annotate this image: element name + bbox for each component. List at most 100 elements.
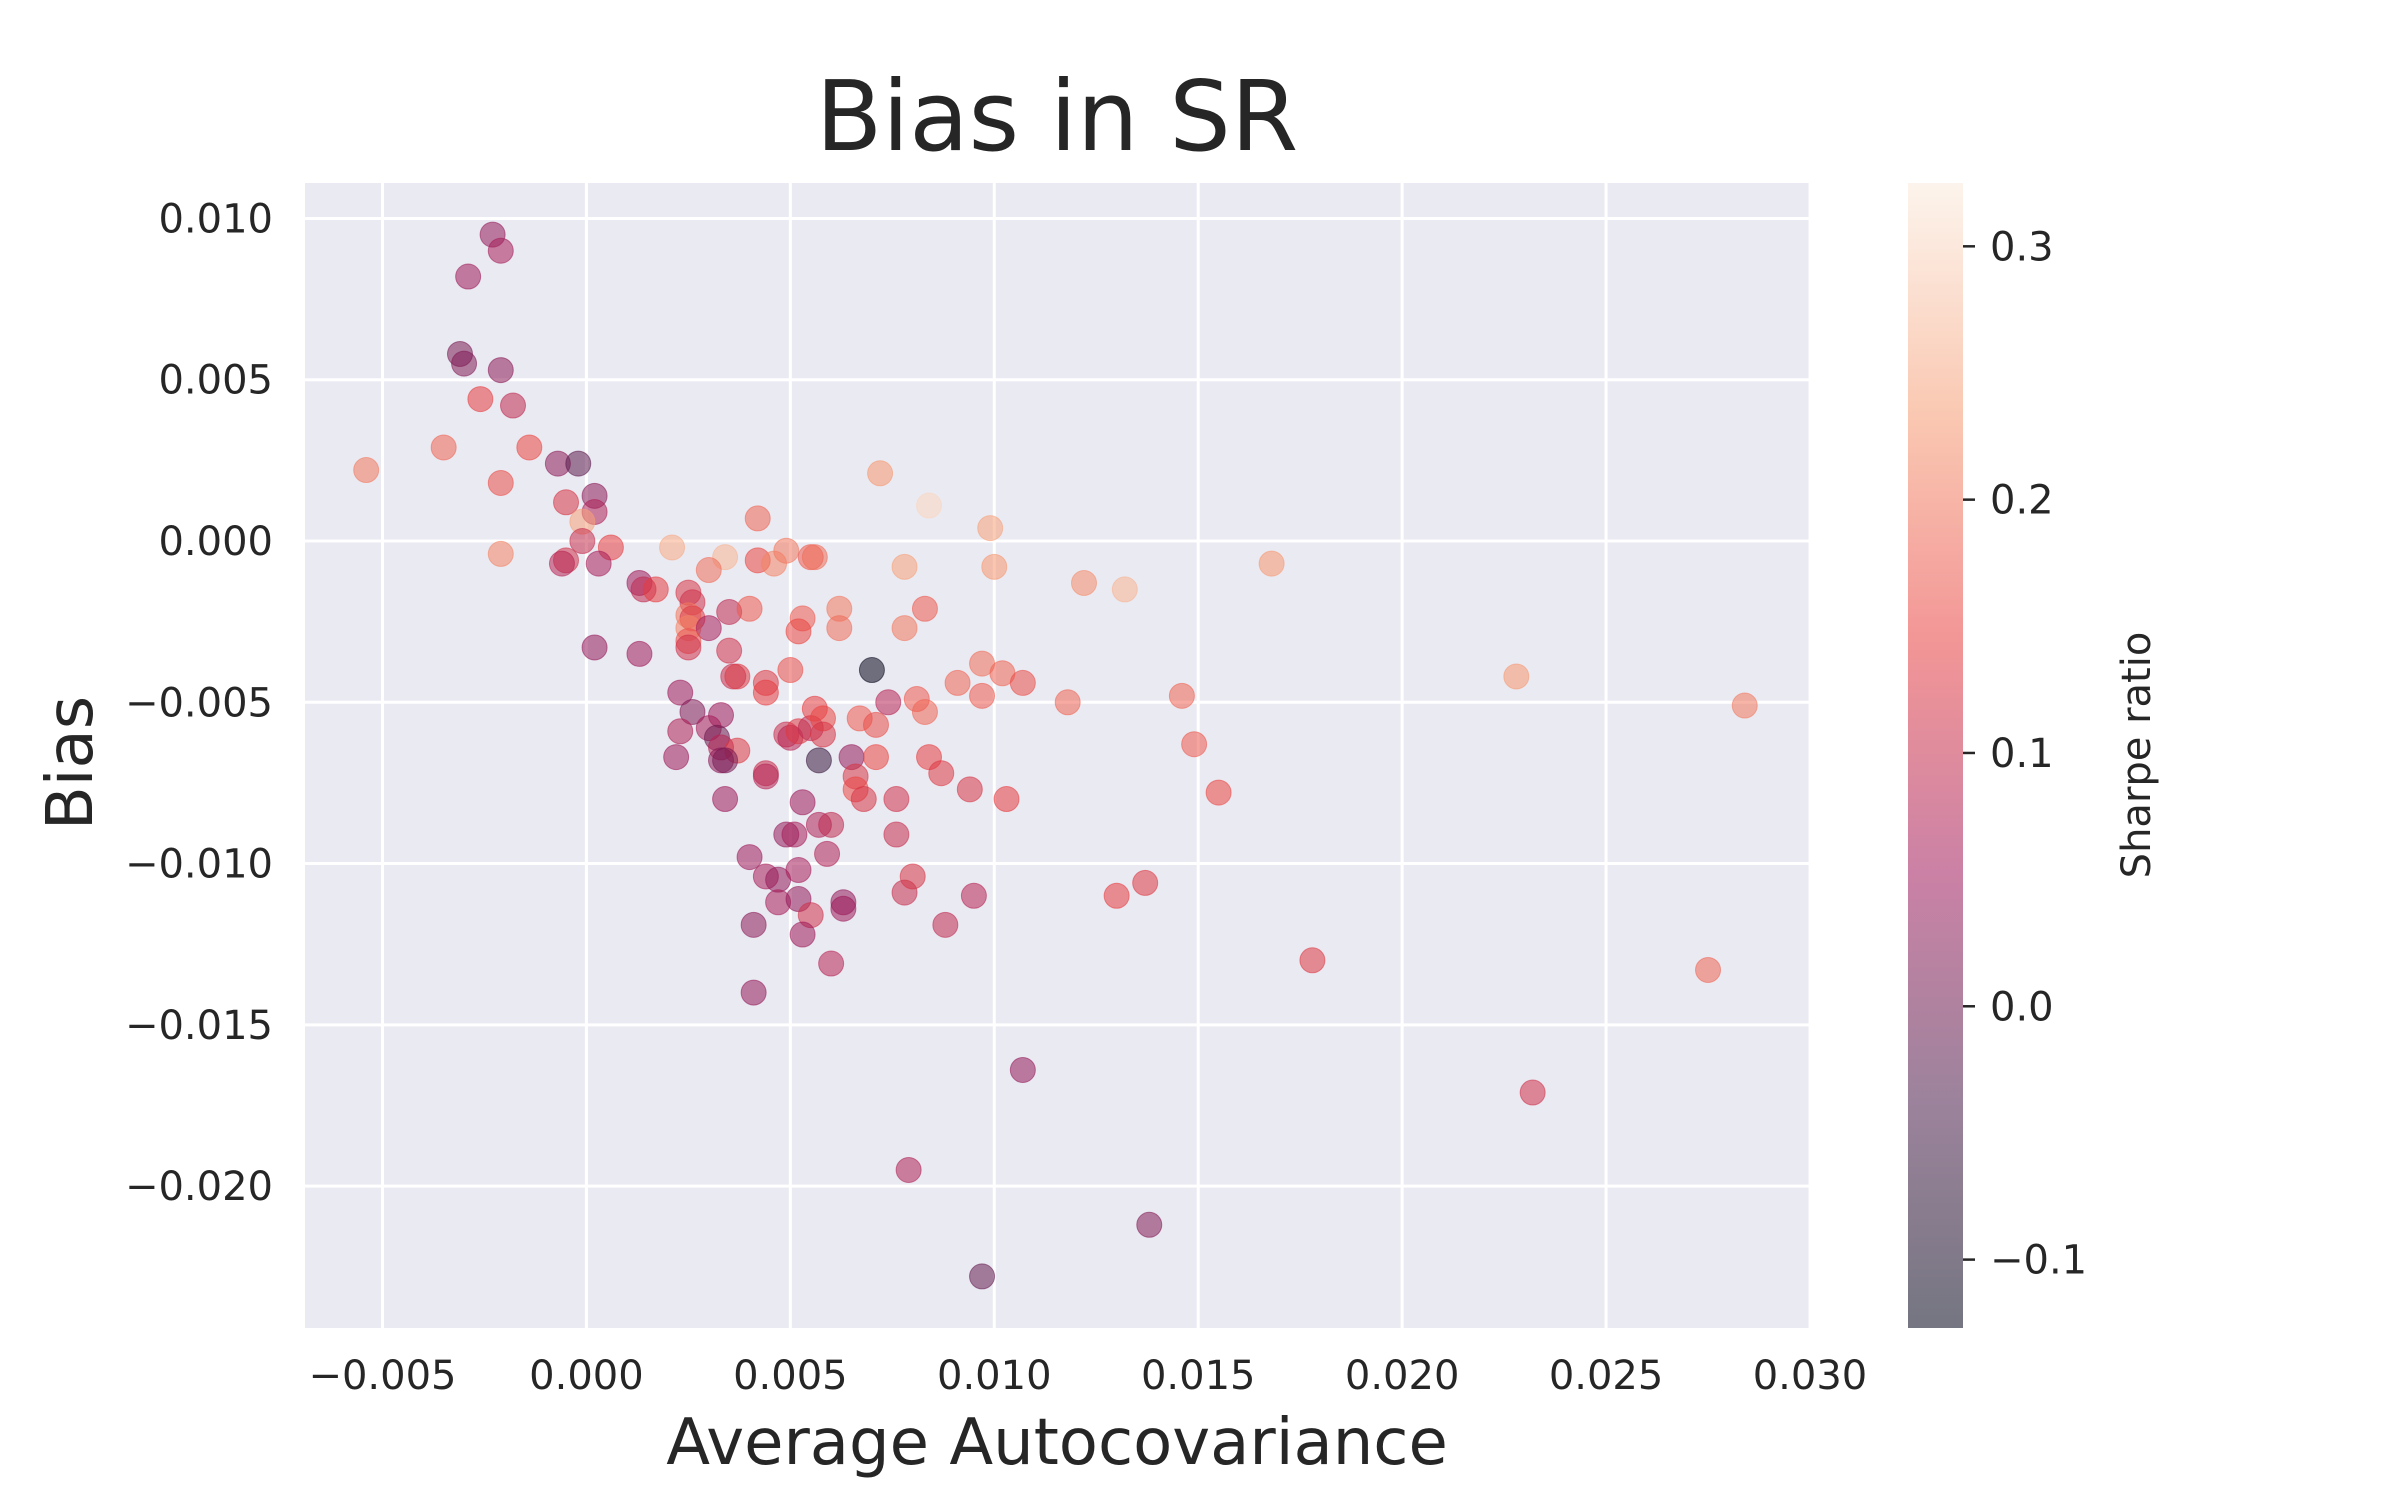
data-point: [1503, 663, 1530, 690]
data-point: [1731, 692, 1758, 719]
data-point: [626, 640, 653, 667]
colorbar-tick-label: 0.3: [1990, 224, 2054, 270]
data-point: [875, 689, 902, 716]
data-point: [785, 857, 812, 883]
data-point: [850, 786, 877, 813]
colorbar-tick-label: 0.1: [1990, 731, 2054, 777]
x-axis-label: Average Autocovariance: [666, 1406, 1448, 1480]
data-point: [712, 786, 739, 813]
data-point: [969, 682, 996, 709]
x-tick-label: 0.020: [1345, 1353, 1460, 1399]
colorbar-label: Sharpe ratio: [2114, 632, 2160, 879]
y-axis-ticks: 0.010 0.005 0.000 −0.005 −0.010 −0.015 −0.020: [125, 196, 273, 1210]
y-tick-label: −0.015: [125, 1003, 273, 1049]
y-tick-label: 0.000: [158, 519, 273, 565]
colorbar-tick-label: 0.2: [1990, 478, 2054, 524]
x-tick-label: 0.005: [733, 1353, 848, 1399]
data-point: [944, 669, 971, 696]
data-point: [553, 489, 580, 516]
data-point: [977, 515, 1004, 542]
data-point: [883, 821, 910, 848]
data-point: [805, 747, 832, 774]
data-point: [736, 595, 763, 622]
data-point: [667, 679, 694, 706]
data-point: [867, 460, 894, 487]
data-point: [818, 950, 845, 977]
data-point: [993, 786, 1020, 813]
colorbar-tick-label: −0.1: [1990, 1238, 2087, 1284]
x-tick-label: −0.005: [308, 1353, 456, 1399]
data-point: [659, 534, 686, 561]
data-point: [1136, 1211, 1163, 1238]
data-point: [863, 744, 890, 771]
data-point: [809, 721, 836, 748]
data-point: [801, 544, 828, 571]
data-point: [695, 557, 722, 584]
data-point: [899, 863, 926, 890]
data-point: [1168, 682, 1195, 709]
data-point: [891, 553, 918, 580]
data-point: [785, 618, 812, 645]
data-point: [716, 637, 743, 664]
data-point: [430, 434, 457, 461]
data-point: [1205, 779, 1232, 806]
data-point: [675, 634, 702, 661]
data-point: [883, 786, 910, 813]
data-point: [1009, 669, 1036, 696]
data-point: [1071, 569, 1098, 596]
colorbar: [1908, 183, 1963, 1328]
data-point: [956, 776, 983, 803]
data-point: [569, 528, 596, 555]
plot-area: [305, 183, 1810, 1328]
data-point: [695, 615, 722, 642]
data-point: [467, 386, 494, 413]
data-point: [712, 747, 739, 774]
data-point: [353, 457, 380, 484]
y-tick-label: −0.010: [125, 842, 273, 888]
data-point: [1695, 956, 1722, 983]
y-tick-label: −0.020: [125, 1164, 273, 1210]
data-point: [752, 763, 779, 790]
data-point: [1181, 731, 1208, 758]
data-point: [1132, 869, 1159, 896]
data-point: [667, 718, 694, 745]
data-point: [1519, 1079, 1546, 1106]
data-point: [740, 911, 767, 938]
data-point: [781, 821, 808, 848]
x-tick-label: 0.015: [1141, 1353, 1256, 1399]
data-point: [1299, 947, 1326, 974]
data-point: [911, 698, 938, 725]
data-point: [960, 882, 987, 909]
data-point: [932, 911, 959, 938]
data-point: [981, 553, 1008, 580]
data-point: [1111, 576, 1138, 603]
data-point: [585, 550, 612, 577]
data-point: [487, 540, 514, 567]
y-tick-label: −0.005: [125, 680, 273, 726]
data-point: [911, 595, 938, 622]
data-point: [773, 537, 800, 564]
data-point: [487, 237, 514, 264]
data-point: [969, 1263, 996, 1290]
y-tick-label: 0.005: [158, 358, 273, 404]
data-point: [744, 505, 771, 532]
y-tick-label: 0.010: [158, 196, 273, 242]
data-point: [500, 392, 527, 419]
data-point: [724, 663, 751, 690]
x-tick-label: 0.010: [937, 1353, 1052, 1399]
data-point: [789, 789, 816, 816]
x-tick-label: 0.025: [1549, 1353, 1664, 1399]
colorbar-ticks: 0.3 0.2 0.1 0.0 −0.1: [1963, 224, 2087, 1284]
data-points: [353, 221, 1758, 1290]
data-point: [752, 679, 779, 706]
data-point: [891, 615, 918, 642]
data-point: [740, 979, 767, 1006]
data-point: [581, 634, 608, 661]
data-point: [916, 492, 943, 519]
data-point: [895, 1156, 922, 1183]
data-point: [663, 744, 690, 771]
data-point: [736, 844, 763, 871]
x-tick-label: 0.000: [529, 1353, 644, 1399]
data-point: [1009, 1056, 1036, 1083]
